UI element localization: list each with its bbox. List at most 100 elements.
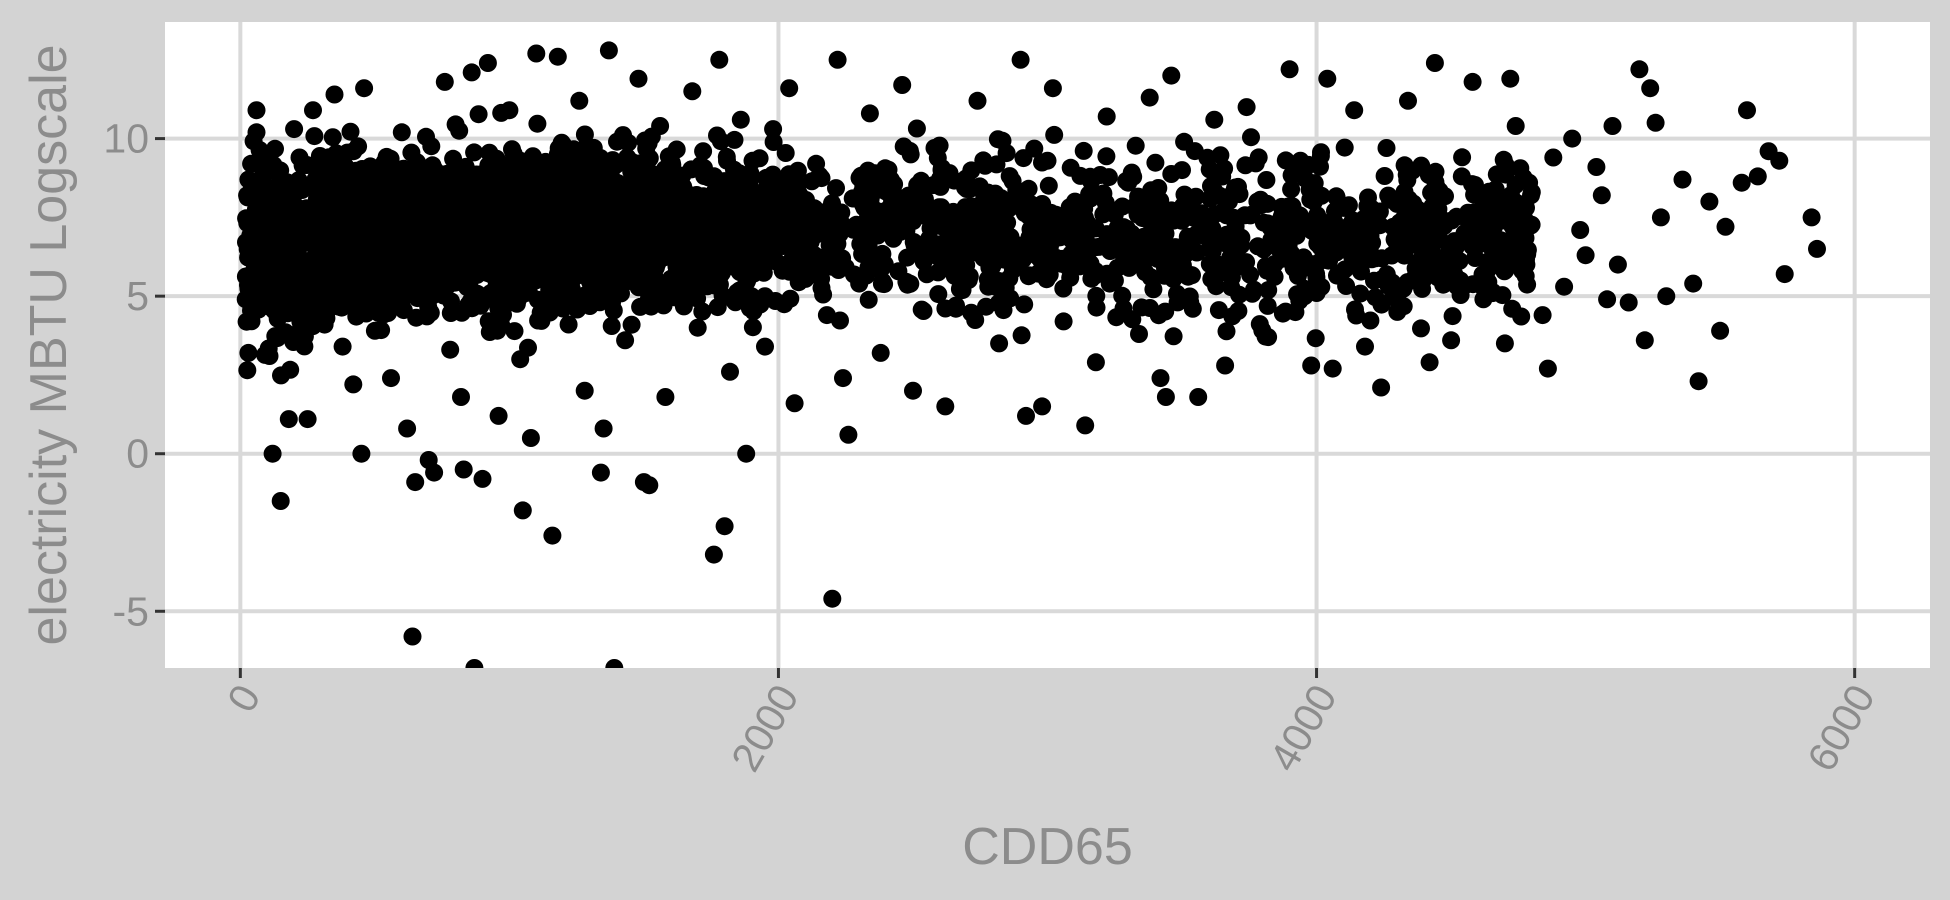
data-point [1086, 353, 1105, 372]
data-point [516, 260, 535, 279]
data-point [1748, 167, 1767, 186]
data-point [527, 44, 546, 63]
data-point [1082, 269, 1101, 288]
data-point [875, 275, 894, 294]
data-point [541, 154, 560, 173]
data-point [1482, 238, 1501, 257]
data-point [365, 321, 384, 340]
data-point [421, 190, 440, 209]
data-point [1175, 132, 1194, 151]
data-point [1025, 236, 1043, 255]
data-point [1173, 161, 1191, 180]
data-point [823, 589, 842, 608]
data-point [446, 160, 464, 179]
data-point [1514, 168, 1533, 187]
data-point [407, 308, 426, 327]
data-point [1684, 274, 1703, 293]
data-point [1054, 279, 1073, 298]
data-point [688, 318, 707, 337]
data-point [1352, 262, 1370, 281]
data-point [929, 216, 948, 235]
data-point [511, 350, 530, 369]
data-point [782, 252, 801, 270]
data-point [1517, 255, 1536, 274]
data-point [406, 170, 425, 189]
data-point [313, 218, 332, 237]
data-point [1257, 171, 1276, 189]
data-point [1603, 117, 1622, 135]
data-point [1151, 191, 1170, 210]
data-point [936, 397, 955, 416]
data-point [741, 164, 760, 183]
data-point [1453, 148, 1472, 167]
data-point [1318, 69, 1337, 88]
data-point [1343, 247, 1361, 266]
data-point [750, 149, 769, 168]
data-point [1265, 254, 1284, 273]
data-point [1501, 69, 1520, 88]
data-point [382, 369, 400, 388]
data-point [1441, 235, 1460, 254]
data-point [1412, 319, 1430, 338]
data-point [1146, 246, 1165, 265]
data-point [1450, 251, 1469, 270]
data-point [462, 229, 481, 248]
data-point [1282, 166, 1301, 185]
data-point [1420, 353, 1439, 372]
data-point [743, 318, 762, 337]
data-point [425, 463, 444, 482]
data-point [1516, 229, 1535, 247]
data-point [505, 322, 524, 341]
data-point [687, 186, 706, 204]
data-point [403, 193, 422, 212]
data-point [1335, 138, 1354, 157]
data-point [1738, 101, 1756, 120]
data-point [1091, 166, 1110, 184]
data-point [528, 114, 547, 133]
data-point [1237, 98, 1256, 117]
data-point [545, 174, 564, 193]
data-point [239, 343, 258, 362]
data-point [1426, 162, 1445, 181]
data-point [1495, 262, 1514, 281]
data-point [904, 381, 922, 400]
data-point [498, 250, 517, 269]
data-point [624, 221, 643, 239]
data-point [446, 227, 465, 246]
data-point [770, 195, 789, 214]
data-point [1447, 207, 1466, 226]
data-point [788, 161, 807, 180]
data-point [1118, 219, 1136, 238]
data-point [812, 278, 831, 297]
data-point [274, 243, 293, 261]
data-point [920, 229, 939, 248]
data-point [1292, 213, 1311, 232]
data-point [1808, 239, 1826, 258]
data-point [247, 101, 266, 120]
data-point [715, 517, 734, 536]
data-point [1431, 268, 1450, 287]
data-point [966, 311, 985, 329]
data-point [929, 263, 947, 282]
data-point [725, 130, 744, 149]
data-point [675, 249, 694, 268]
data-point [432, 233, 451, 252]
data-point [1538, 359, 1557, 378]
data-point [628, 169, 647, 188]
data-point [1571, 221, 1590, 239]
data-point [1493, 286, 1512, 305]
data-point [422, 137, 441, 156]
data-point [603, 293, 621, 312]
data-point [565, 246, 583, 265]
data-point [1361, 311, 1380, 330]
data-point [469, 105, 488, 124]
data-point [1105, 205, 1124, 224]
data-point [599, 41, 618, 60]
data-point [570, 91, 589, 110]
data-point [305, 127, 324, 146]
data-point [355, 79, 374, 98]
data-point [860, 104, 879, 123]
data-point [616, 331, 635, 350]
data-point [1186, 187, 1205, 206]
data-point [1308, 206, 1327, 225]
